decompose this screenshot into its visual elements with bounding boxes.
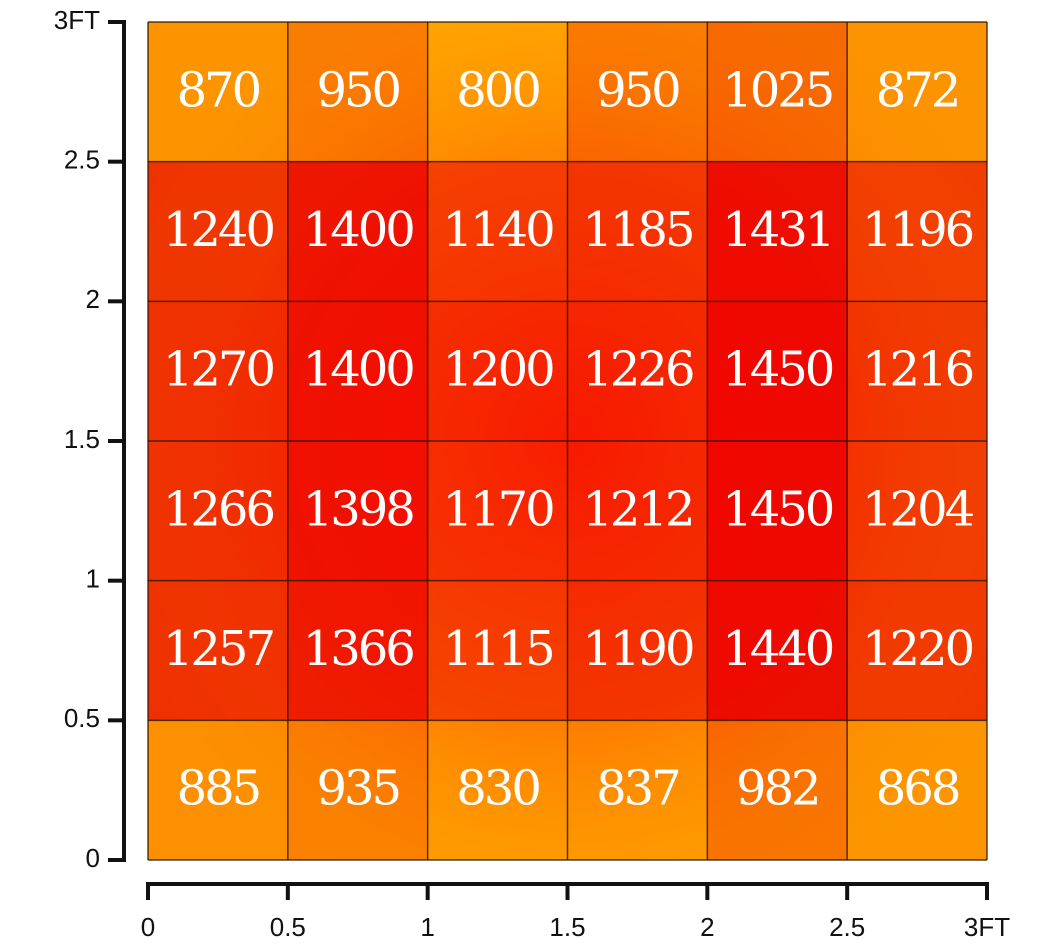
cell-value-label: 1366 <box>303 621 414 677</box>
cell-value-label: 935 <box>316 761 399 817</box>
cell-value-label: 885 <box>177 761 260 817</box>
cell-value-label: 1450 <box>722 342 833 398</box>
cell-value-label: 1212 <box>582 481 692 537</box>
cell-value-label: 830 <box>456 761 539 817</box>
y-tick-label: 3FT <box>54 5 100 35</box>
cell-value-labels: 870 950 800 950 1025 872 1240 1400 1140 1185 1431 1… <box>163 62 977 817</box>
x-axis: 0 0.5 1 1.5 2 2.5 3FT <box>141 882 1010 942</box>
cell-value-label: 950 <box>596 62 679 118</box>
x-tick-label: 1 <box>420 912 434 942</box>
cell-value-label: 1270 <box>163 342 274 398</box>
y-tick-label: 0.5 <box>64 703 100 733</box>
cell-value-label: 1450 <box>722 481 833 537</box>
cell-value-label: 1115 <box>443 621 553 677</box>
cell-value-label: 870 <box>177 62 260 118</box>
x-tick-label: 1.5 <box>549 912 585 942</box>
cell-value-label: 872 <box>876 62 959 118</box>
cell-value-label: 1257 <box>163 621 274 677</box>
y-tick-label: 2 <box>86 284 100 314</box>
y-tick-label: 2.5 <box>64 145 100 175</box>
y-axis: 0 0.5 1 1.5 2 2.5 3FT <box>54 5 126 873</box>
y-tick-label: 1.5 <box>64 424 100 454</box>
cell-value-label: 800 <box>456 62 539 118</box>
cell-value-label: 1190 <box>582 621 693 677</box>
gridlines <box>147 21 988 861</box>
cell-value-label: 1140 <box>443 202 554 258</box>
cell-value-label: 1400 <box>303 342 414 398</box>
cell-value-label: 1431 <box>722 202 832 258</box>
x-tick-label: 3FT <box>964 912 1010 942</box>
cell-value-label: 1025 <box>722 62 832 118</box>
cell-value-label: 837 <box>596 761 679 817</box>
cell-value-label: 1440 <box>722 621 833 677</box>
cell-value-label: 950 <box>316 62 399 118</box>
cell-value-label: 1185 <box>582 202 692 258</box>
cell-value-label: 1240 <box>163 202 274 258</box>
x-tick-label: 2.5 <box>829 912 865 942</box>
cell-value-label: 1266 <box>163 481 274 537</box>
cell-value-label: 1216 <box>862 342 973 398</box>
cell-value-label: 1398 <box>303 481 414 537</box>
cell-value-label: 1200 <box>443 342 554 398</box>
cell-value-label: 1170 <box>443 481 554 537</box>
cell-value-label: 1400 <box>303 202 414 258</box>
cell-value-label: 1226 <box>582 342 693 398</box>
x-tick-label: 2 <box>700 912 714 942</box>
cell-value-label: 1220 <box>862 621 973 677</box>
cell-value-label: 982 <box>736 761 819 817</box>
cell-value-label: 868 <box>876 761 959 817</box>
y-tick-label: 1 <box>86 564 100 594</box>
x-tick-label: 0.5 <box>270 912 306 942</box>
x-tick-label: 0 <box>141 912 155 942</box>
cell-value-label: 1204 <box>862 481 974 537</box>
cell-value-label: 1196 <box>862 202 973 258</box>
y-tick-label: 0 <box>86 843 100 873</box>
